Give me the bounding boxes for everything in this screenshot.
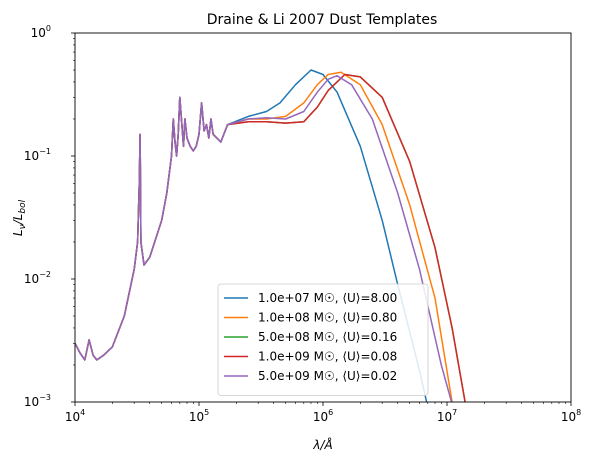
chart-title: Draine & Li 2007 Dust Templates [207, 12, 438, 28]
legend-box [217, 283, 429, 396]
legend-entry-label: 1.0e+07 M☉, ⟨U⟩=8.00 [258, 291, 397, 305]
x-tick-label: 106 [313, 408, 333, 424]
legend-entry-label: 1.0e+09 M☉, ⟨U⟩=0.08 [258, 350, 397, 364]
legend: 1.0e+07 M☉, ⟨U⟩=8.00 1.0e+08 M☉, ⟨U⟩=0.80… [217, 283, 429, 396]
x-tick-label: 108 [561, 408, 581, 424]
y-tick-label: 10−3 [24, 393, 51, 409]
series-line-5 [75, 74, 453, 402]
x-tick-label: 105 [189, 408, 209, 424]
y-tick-label: 100 [31, 24, 51, 40]
y-tick-label: 10−2 [24, 270, 51, 286]
x-tick-label: 107 [437, 408, 457, 424]
y-axis-ticks: 10−3 10−2 10−1 100 [24, 24, 75, 409]
legend-entry-label: 5.0e+09 M☉, ⟨U⟩=0.02 [258, 369, 397, 383]
x-axis-label: λ/Å [312, 437, 332, 452]
series-layer [75, 69, 466, 402]
y-axis-label: Lν/Lbol [11, 199, 28, 236]
legend-entry-label: 1.0e+08 M☉, ⟨U⟩=0.80 [258, 311, 397, 325]
legend-entry-label: 5.0e+08 M☉, ⟨U⟩=0.16 [258, 330, 397, 344]
x-tick-label: 104 [65, 408, 85, 424]
y-tick-label: 10−1 [24, 147, 51, 163]
x-axis-ticks: 104 105 106 107 108 [65, 402, 581, 424]
